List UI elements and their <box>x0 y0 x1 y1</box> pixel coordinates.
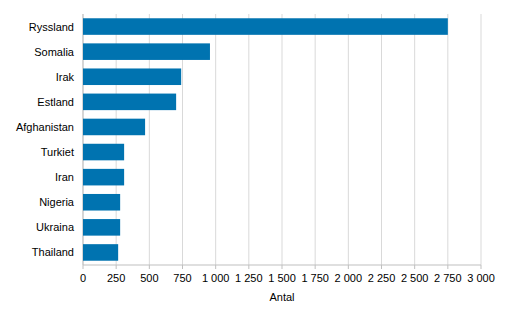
bar <box>83 43 210 60</box>
category-label: Nigeria <box>39 196 75 208</box>
bar <box>83 18 448 35</box>
bar <box>83 169 124 186</box>
category-label: Ukraina <box>36 221 75 233</box>
tick-label: 2 000 <box>335 272 363 284</box>
category-label: Afghanistan <box>16 121 74 133</box>
bar <box>83 94 176 111</box>
tick-mark <box>248 265 249 269</box>
bar <box>83 144 124 161</box>
tick-mark <box>182 265 183 269</box>
tick-label: 500 <box>140 272 158 284</box>
tick-label: 1 750 <box>301 272 329 284</box>
category-label: Ryssland <box>29 21 74 33</box>
category-label: Iran <box>55 171 74 183</box>
tick-label: 1 500 <box>268 272 296 284</box>
x-axis-line <box>83 265 481 266</box>
bar <box>83 194 120 211</box>
category-label: Turkiet <box>41 146 74 158</box>
tick-label: 2 250 <box>368 272 396 284</box>
tick-label: 2 750 <box>434 272 462 284</box>
grid <box>83 14 481 269</box>
bars <box>83 18 448 260</box>
bar <box>83 119 145 136</box>
tick-mark <box>481 265 482 269</box>
grid-line <box>447 14 448 265</box>
tick-mark <box>447 265 448 269</box>
tick-mark <box>282 265 283 269</box>
category-label: Irak <box>56 71 75 83</box>
grid-line <box>248 14 249 265</box>
tick-label: 1 250 <box>235 272 263 284</box>
tick-mark <box>215 265 216 269</box>
tick-mark <box>149 265 150 269</box>
grid-line <box>481 14 482 265</box>
category-label: Somalia <box>34 46 75 58</box>
tick-label: 1 000 <box>202 272 230 284</box>
grid-line <box>215 14 216 265</box>
axis-title: Antal <box>269 291 294 303</box>
category-label: Thailand <box>32 246 74 258</box>
tick-mark <box>315 265 316 269</box>
grid-line <box>282 14 283 265</box>
tick-label: 250 <box>107 272 125 284</box>
bar <box>83 219 120 236</box>
bar <box>83 68 181 85</box>
tick-label: 750 <box>173 272 191 284</box>
tick-mark <box>348 265 349 269</box>
grid-line <box>348 14 349 265</box>
grid-line <box>381 14 382 265</box>
category-label: Estland <box>37 96 74 108</box>
tick-label: 2 500 <box>401 272 429 284</box>
grid-line <box>414 14 415 265</box>
tick-mark <box>83 265 84 269</box>
tick-mark <box>116 265 117 269</box>
tick-label: 0 <box>80 272 86 284</box>
grid-line <box>315 14 316 265</box>
chart: 0 250 500 750 1 000 1 250 1 500 1 750 2 000 2 250… <box>0 0 511 321</box>
tick-mark <box>381 265 382 269</box>
tick-label: 3 000 <box>467 272 495 284</box>
bar <box>83 244 118 261</box>
tick-mark <box>414 265 415 269</box>
